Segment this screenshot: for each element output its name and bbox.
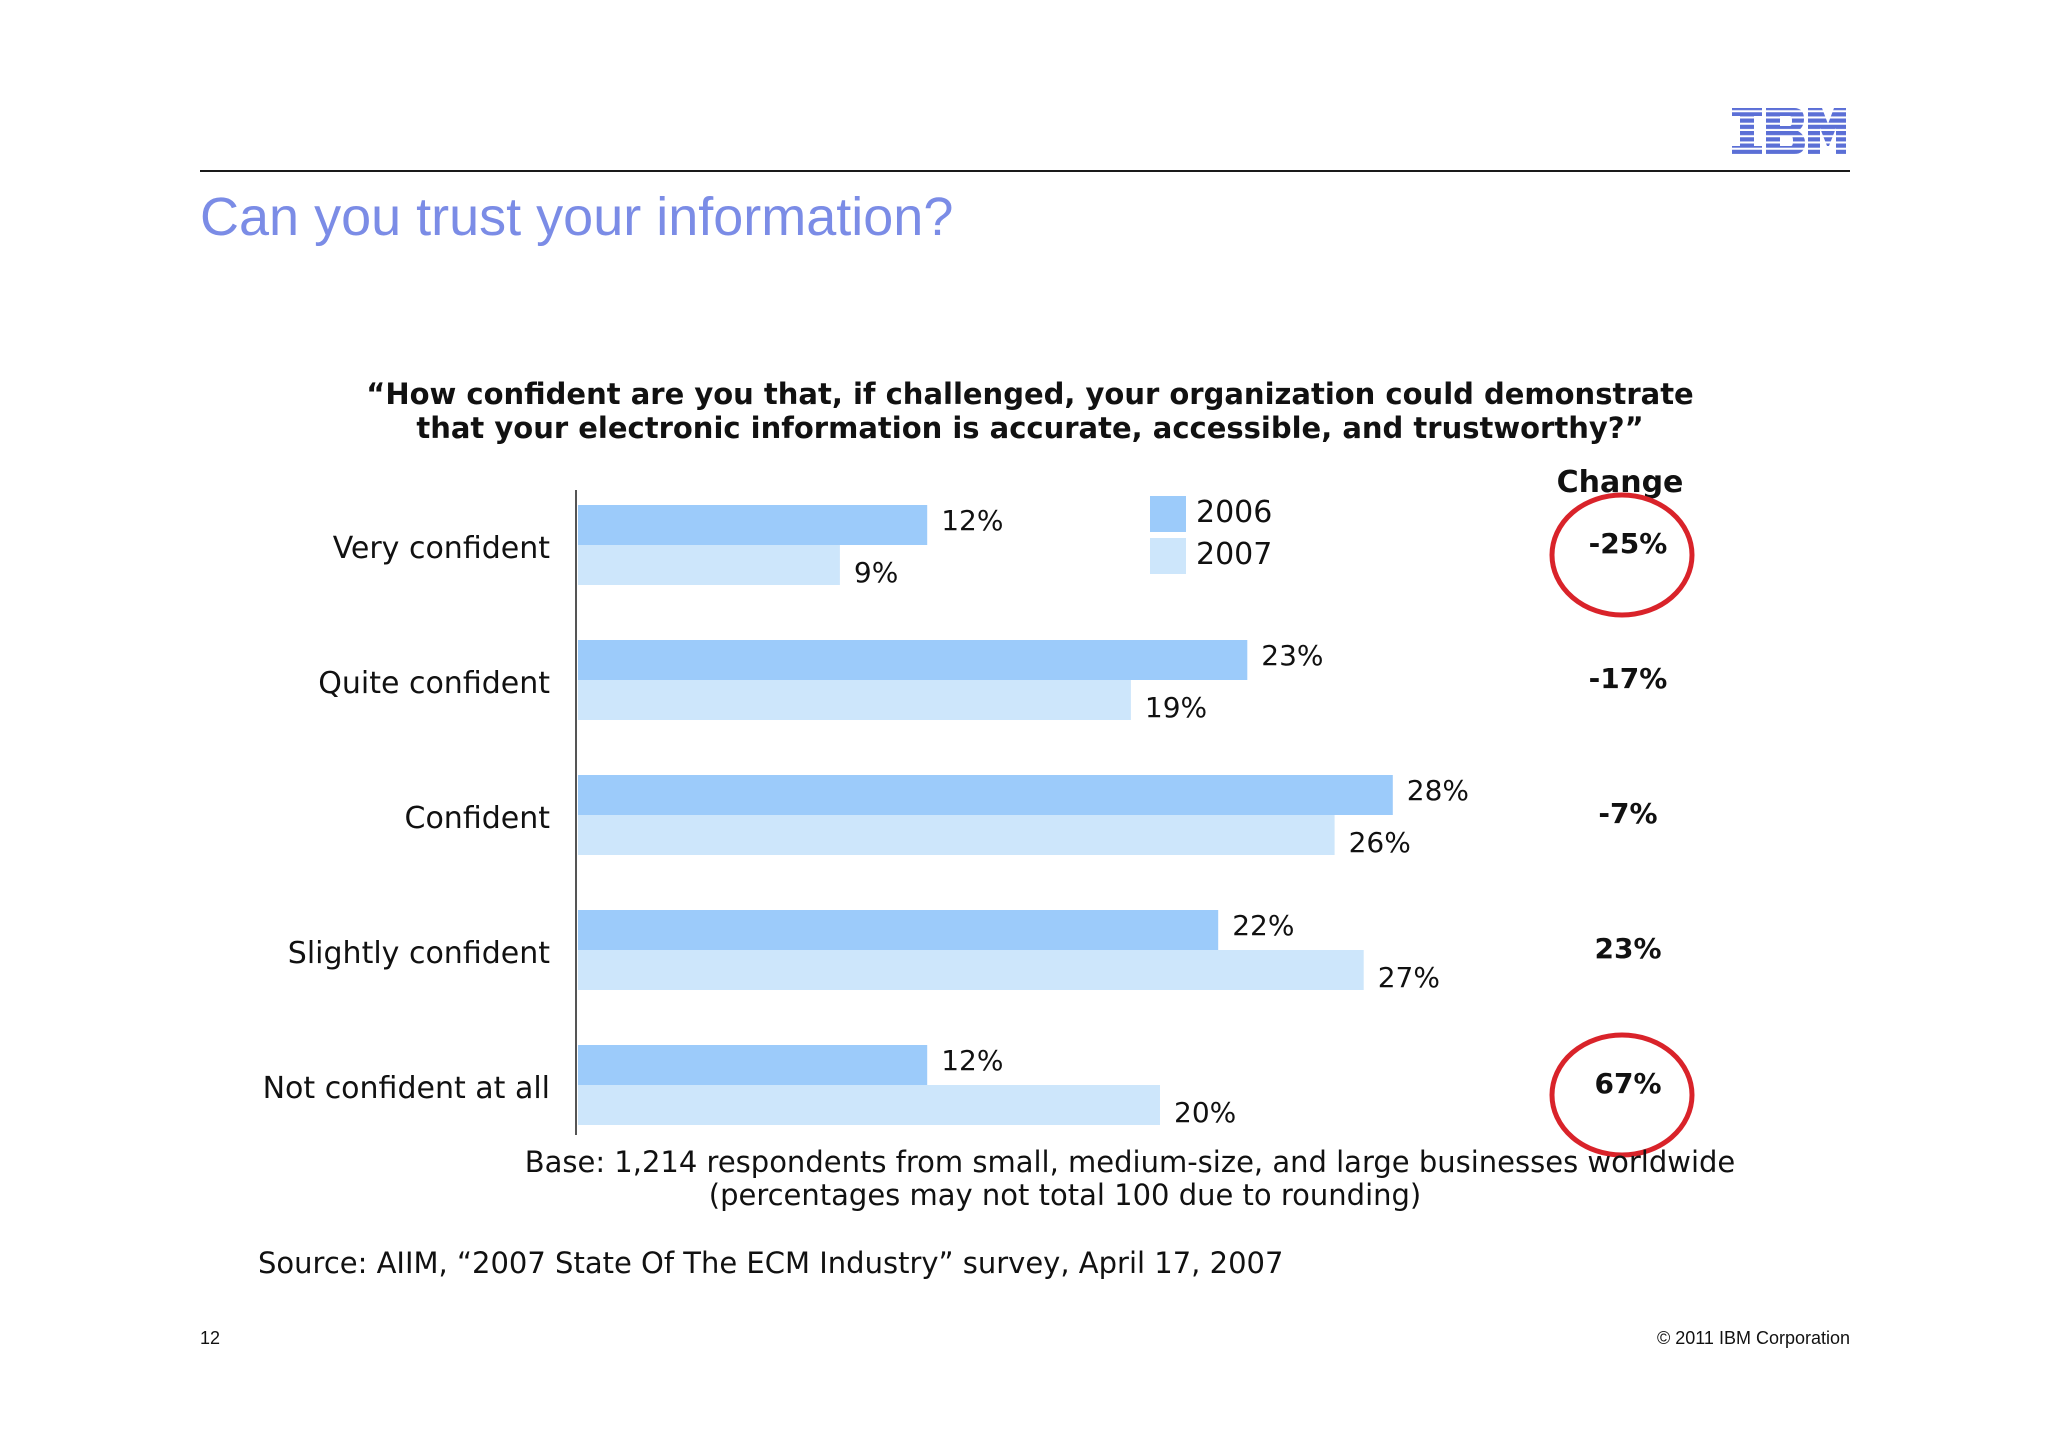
value-label-2006-confident: 28% [1407,774,1469,807]
bar-2006-quite-confident [578,640,1248,680]
legend-swatch-2007 [1150,538,1186,574]
bar-2007-confident [578,815,1335,855]
legend-label-2006: 2006 [1196,495,1272,530]
bar-2006-confident [578,775,1393,815]
change-value-quite-confident: -17% [1589,662,1668,695]
change-value-very-confident: -25% [1589,527,1668,560]
ibm-logo [1730,106,1848,156]
bar-2007-not-confident-at-all [578,1085,1160,1125]
value-label-2007-slightly-confident: 27% [1378,961,1440,994]
chart-title-line-2: that your electronic information is accu… [416,411,1643,445]
page-title: Can you trust your information? [200,187,954,247]
value-label-2007-quite-confident: 19% [1145,691,1207,724]
change-value-slightly-confident: 23% [1594,932,1661,965]
bar-2006-not-confident-at-all [578,1045,928,1085]
value-label-2006-slightly-confident: 22% [1232,909,1294,942]
bar-2006-slightly-confident [578,910,1219,950]
highlight-circle-not-confident-at-all [1549,1032,1695,1158]
category-label-confident: Confident [405,801,551,836]
bar-2006-very-confident [578,505,928,545]
category-label-not-confident-at-all: Not confident at all [263,1071,550,1106]
value-label-2007-confident: 26% [1349,826,1411,859]
change-value-not-confident-at-all: 67% [1594,1067,1661,1100]
bar-2007-very-confident [578,545,840,585]
value-label-2007-not-confident-at-all: 20% [1174,1096,1236,1129]
category-label-quite-confident: Quite confident [318,666,550,701]
value-label-2006-very-confident: 12% [941,504,1003,537]
category-label-very-confident: Very confident [333,531,551,566]
rounding-note: (percentages may not total 100 due to ro… [709,1178,1421,1212]
value-label-2006-quite-confident: 23% [1261,639,1323,672]
source-note: Source: AIIM, “2007 State Of The ECM Ind… [258,1246,1283,1280]
base-note: Base: 1,214 respondents from small, medi… [525,1145,1736,1179]
legend-label-2007: 2007 [1196,537,1272,572]
page-number: 12 [200,1328,221,1348]
bar-2007-slightly-confident [578,950,1364,990]
change-value-confident: -7% [1598,797,1657,830]
value-label-2006-not-confident-at-all: 12% [941,1044,1003,1077]
copyright: © 2011 IBM Corporation [1656,1328,1850,1348]
value-label-2007-very-confident: 9% [854,556,898,589]
highlight-circle-very-confident [1549,492,1695,618]
header-rule [200,170,1850,172]
legend-swatch-2006 [1150,496,1186,532]
bar-2007-quite-confident [578,680,1131,720]
chart-title-line-1: “How confident are you that, if challeng… [366,377,1693,411]
category-label-slightly-confident: Slightly confident [288,936,550,971]
